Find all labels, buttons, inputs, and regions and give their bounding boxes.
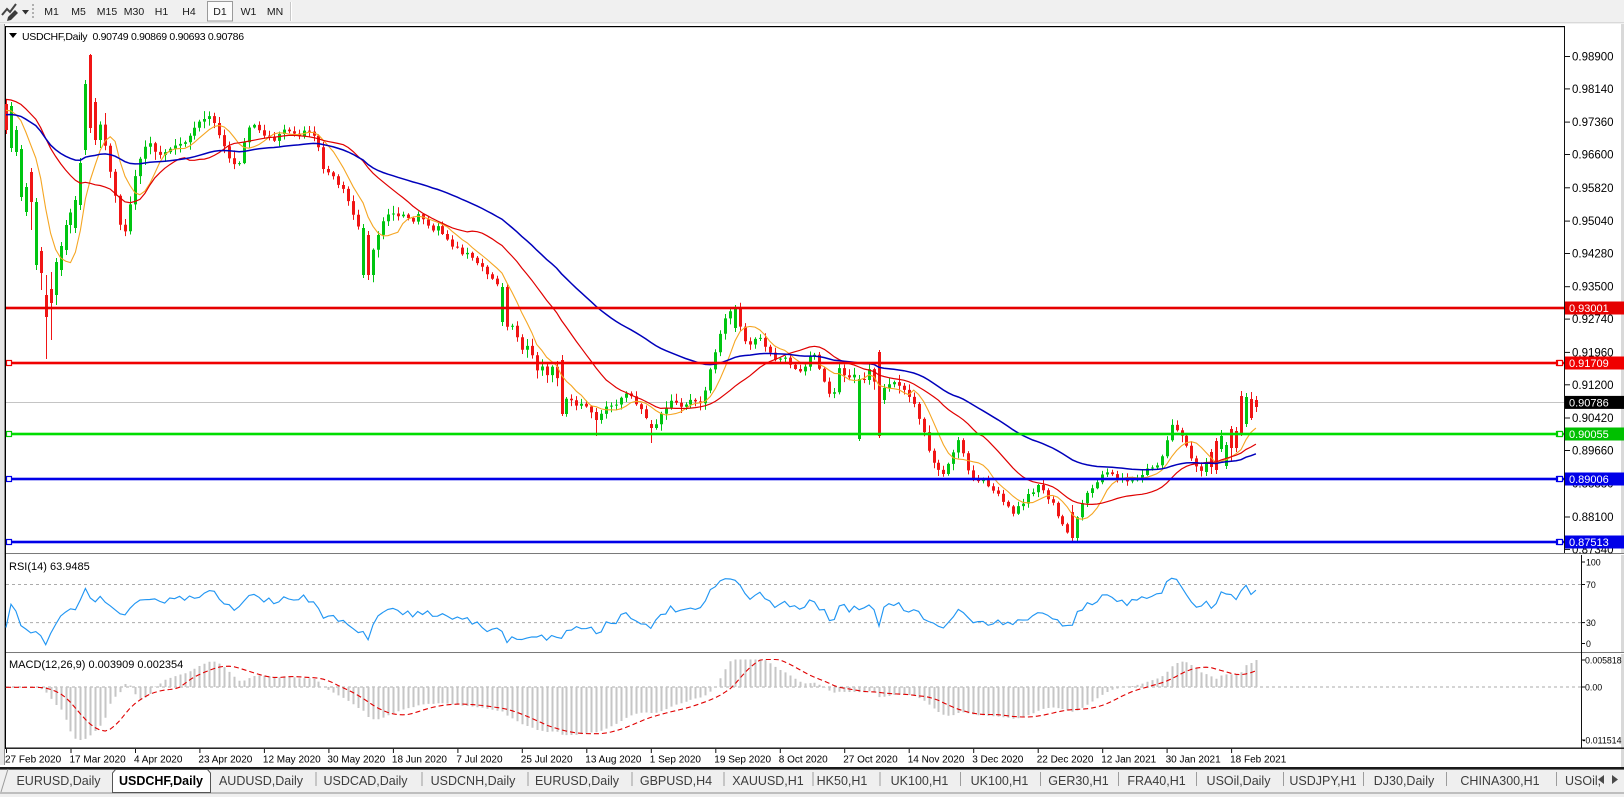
- svg-text:70: 70: [1586, 580, 1596, 590]
- svg-text:0.95820: 0.95820: [1572, 183, 1614, 195]
- svg-text:27 Feb 2020: 27 Feb 2020: [5, 755, 62, 766]
- svg-text:HK50,H1: HK50,H1: [817, 774, 868, 788]
- svg-text:0.87513: 0.87513: [1569, 537, 1609, 549]
- svg-text:18 Feb 2021: 18 Feb 2021: [1230, 755, 1287, 766]
- svg-text:0.005818: 0.005818: [1585, 656, 1622, 666]
- svg-text:17 Mar 2020: 17 Mar 2020: [70, 755, 127, 766]
- svg-text:22 Dec 2020: 22 Dec 2020: [1037, 755, 1094, 766]
- svg-text:0.97360: 0.97360: [1572, 117, 1614, 129]
- svg-text:USDCNH,Daily: USDCNH,Daily: [431, 774, 516, 788]
- svg-text:FRA40,H1: FRA40,H1: [1127, 774, 1185, 788]
- svg-text:0.00: 0.00: [1585, 683, 1602, 693]
- svg-text:MN: MN: [267, 6, 283, 18]
- svg-text:0.96600: 0.96600: [1572, 150, 1614, 162]
- svg-text:23 Apr 2020: 23 Apr 2020: [198, 755, 252, 766]
- svg-text:AUDUSD,Daily: AUDUSD,Daily: [219, 774, 304, 788]
- svg-text:0.88100: 0.88100: [1572, 512, 1614, 524]
- svg-text:M1: M1: [44, 6, 59, 18]
- svg-text:USDCHF,Daily 0.90749 0.90869: USDCHF,Daily 0.90749 0.90869 0.90693 0.9…: [22, 31, 244, 43]
- svg-text:30 Jan 2021: 30 Jan 2021: [1166, 755, 1221, 766]
- svg-text:0.98900: 0.98900: [1572, 52, 1614, 64]
- svg-text:GBPUSD,H4: GBPUSD,H4: [640, 774, 712, 788]
- svg-text:19 Sep 2020: 19 Sep 2020: [714, 755, 771, 766]
- svg-text:0: 0: [1586, 639, 1591, 649]
- svg-text:0.94280: 0.94280: [1572, 249, 1614, 261]
- svg-text:0.91200: 0.91200: [1572, 380, 1614, 392]
- svg-text:RSI(14) 63.9485: RSI(14) 63.9485: [9, 561, 90, 573]
- svg-text:8 Oct 2020: 8 Oct 2020: [779, 755, 828, 766]
- svg-text:0.91709: 0.91709: [1569, 358, 1609, 370]
- svg-text:25 Jul 2020: 25 Jul 2020: [521, 755, 573, 766]
- svg-text:EURUSD,Daily: EURUSD,Daily: [535, 774, 620, 788]
- svg-text:USOil,: USOil,: [1565, 774, 1601, 788]
- svg-text:100: 100: [1586, 558, 1601, 568]
- svg-text:USDCHF,Daily: USDCHF,Daily: [119, 774, 203, 788]
- svg-text:UK100,H1: UK100,H1: [891, 774, 949, 788]
- svg-text:14 Nov 2020: 14 Nov 2020: [908, 755, 965, 766]
- svg-text:XAUUSD,H1: XAUUSD,H1: [732, 774, 804, 788]
- svg-text:USOil,Daily: USOil,Daily: [1207, 774, 1272, 788]
- svg-text:3 Dec 2020: 3 Dec 2020: [972, 755, 1024, 766]
- svg-text:USDJPY,H1: USDJPY,H1: [1289, 774, 1356, 788]
- svg-text:0.90786: 0.90786: [1569, 397, 1609, 409]
- svg-text:M30: M30: [124, 6, 145, 18]
- svg-text:EURUSD,Daily: EURUSD,Daily: [16, 774, 101, 788]
- svg-text:D1: D1: [213, 6, 227, 18]
- svg-text:-0.011514: -0.011514: [1583, 736, 1622, 746]
- svg-text:12 May 2020: 12 May 2020: [263, 755, 321, 766]
- svg-text:MACD(12,26,9) 0.003909 0.00235: MACD(12,26,9) 0.003909 0.002354: [9, 659, 183, 671]
- svg-text:0.95040: 0.95040: [1572, 216, 1614, 228]
- svg-text:DJ30,Daily: DJ30,Daily: [1374, 774, 1435, 788]
- svg-text:0.93500: 0.93500: [1572, 282, 1614, 294]
- svg-text:27 Oct 2020: 27 Oct 2020: [843, 755, 898, 766]
- svg-text:13 Aug 2020: 13 Aug 2020: [585, 755, 642, 766]
- svg-text:H1: H1: [155, 6, 169, 18]
- svg-text:M5: M5: [71, 6, 86, 18]
- svg-text:GER30,H1: GER30,H1: [1048, 774, 1108, 788]
- svg-text:0.92740: 0.92740: [1572, 314, 1614, 326]
- svg-text:12 Jan 2021: 12 Jan 2021: [1101, 755, 1156, 766]
- svg-text:USDCAD,Daily: USDCAD,Daily: [323, 774, 408, 788]
- svg-text:UK100,H1: UK100,H1: [971, 774, 1029, 788]
- svg-text:0.91960: 0.91960: [1572, 347, 1614, 359]
- svg-text:4 Apr 2020: 4 Apr 2020: [134, 755, 183, 766]
- svg-text:0.90055: 0.90055: [1569, 429, 1609, 441]
- svg-text:18 Jun 2020: 18 Jun 2020: [392, 755, 447, 766]
- svg-text:30 May 2020: 30 May 2020: [327, 755, 385, 766]
- svg-text:1 Sep 2020: 1 Sep 2020: [650, 755, 702, 766]
- svg-text:0.90420: 0.90420: [1572, 413, 1614, 425]
- svg-text:0.93001: 0.93001: [1569, 303, 1609, 315]
- svg-text:CHINA300,H1: CHINA300,H1: [1460, 774, 1539, 788]
- svg-text:0.98140: 0.98140: [1572, 84, 1614, 96]
- svg-text:0.89660: 0.89660: [1572, 446, 1614, 458]
- svg-text:0.89006: 0.89006: [1569, 474, 1609, 486]
- svg-text:H4: H4: [182, 6, 196, 18]
- svg-text:W1: W1: [241, 6, 257, 18]
- svg-text:7 Jul 2020: 7 Jul 2020: [456, 755, 503, 766]
- svg-text:30: 30: [1586, 618, 1596, 628]
- svg-text:M15: M15: [97, 6, 118, 18]
